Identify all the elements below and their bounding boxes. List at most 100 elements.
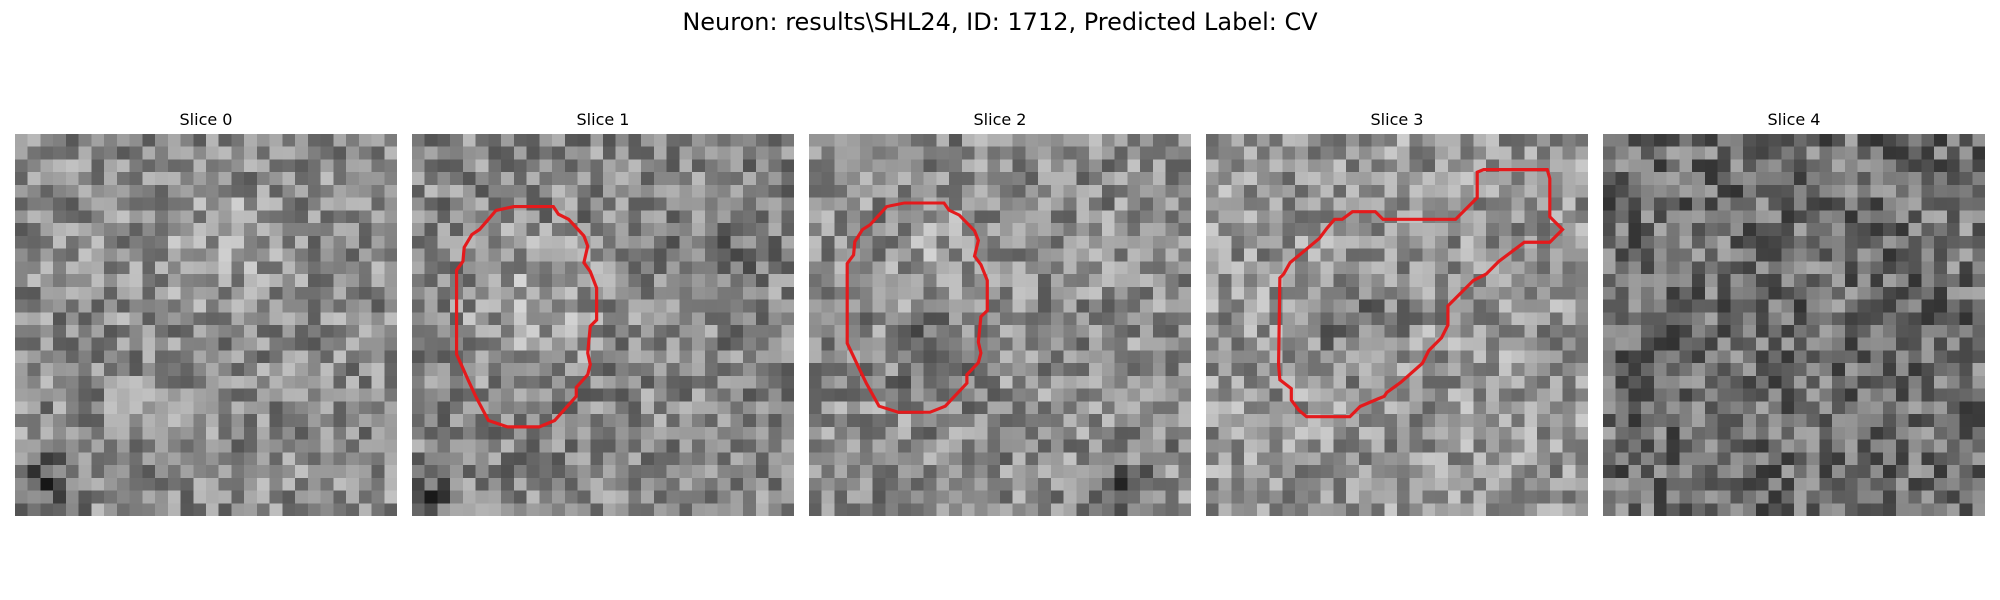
- image-pixel: [526, 350, 540, 364]
- image-pixel: [564, 172, 578, 186]
- image-pixel: [628, 299, 642, 313]
- image-pixel: [346, 490, 360, 504]
- image-pixel: [1781, 452, 1795, 466]
- image-pixel: [1114, 261, 1128, 275]
- image-pixel: [577, 159, 591, 173]
- image-pixel: [53, 172, 67, 186]
- image-pixel: [65, 388, 79, 402]
- image-pixel: [1603, 172, 1616, 186]
- image-pixel: [1295, 465, 1309, 479]
- image-pixel: [307, 248, 321, 262]
- image-pixel: [1781, 134, 1795, 147]
- image-pixel: [333, 248, 347, 262]
- image-pixel: [1101, 146, 1115, 160]
- image-pixel: [53, 363, 67, 377]
- image-pixel: [1934, 325, 1948, 338]
- image-pixel: [1397, 477, 1410, 491]
- image-pixel: [730, 274, 744, 288]
- image-pixel: [1498, 490, 1512, 504]
- image-pixel: [859, 363, 873, 377]
- image-pixel: [1666, 261, 1680, 275]
- image-pixel: [641, 312, 655, 326]
- image-pixel: [615, 197, 629, 211]
- image-pixel: [1165, 350, 1179, 364]
- image-pixel: [1460, 325, 1474, 338]
- image-pixel: [743, 401, 757, 415]
- image-pixel: [256, 388, 270, 402]
- image-pixel: [129, 375, 143, 389]
- image-pixel: [539, 477, 553, 491]
- image-pixel: [1679, 503, 1693, 516]
- image-pixel: [936, 184, 950, 198]
- image-pixel: [717, 248, 731, 262]
- image-pixel: [1615, 401, 1629, 415]
- image-pixel: [1883, 235, 1897, 249]
- image-pixel: [1755, 337, 1769, 351]
- image-pixel: [923, 465, 937, 479]
- image-pixel: [244, 490, 258, 504]
- image-pixel: [615, 426, 629, 440]
- image-pixel: [346, 312, 360, 326]
- image-pixel: [1768, 465, 1782, 479]
- image-pixel: [1384, 439, 1398, 453]
- image-pixel: [488, 223, 502, 237]
- image-pixel: [155, 503, 169, 516]
- image-pixel: [1473, 426, 1487, 440]
- image-pixel: [1089, 299, 1103, 313]
- image-pixel: [1076, 452, 1090, 466]
- image-pixel: [885, 325, 899, 338]
- image-pixel: [1050, 146, 1064, 160]
- image-pixel: [1895, 414, 1909, 428]
- image-pixel: [1231, 235, 1245, 249]
- image-pixel: [333, 503, 347, 516]
- image-pixel: [320, 350, 334, 364]
- image-pixel: [142, 439, 156, 453]
- image-pixel: [717, 388, 731, 402]
- image-pixel: [513, 184, 527, 198]
- image-pixel: [1653, 363, 1667, 377]
- image-pixel: [590, 477, 604, 491]
- image-pixel: [552, 363, 566, 377]
- image-pixel: [692, 426, 706, 440]
- image-pixel: [1498, 274, 1512, 288]
- image-pixel: [53, 134, 67, 147]
- image-pixel: [1269, 159, 1283, 173]
- image-pixel: [475, 146, 489, 160]
- image-pixel: [1615, 261, 1629, 275]
- image-pixel: [53, 210, 67, 224]
- image-pixel: [1358, 439, 1372, 453]
- image-pixel: [282, 312, 296, 326]
- image-pixel: [244, 363, 258, 377]
- image-pixel: [1934, 350, 1948, 364]
- image-pixel: [1333, 503, 1347, 516]
- image-pixel: [1730, 503, 1744, 516]
- image-pixel: [859, 235, 873, 249]
- image-pixel: [358, 210, 372, 224]
- image-pixel: [475, 350, 489, 364]
- image-pixel: [1768, 146, 1782, 160]
- image-pixel: [1295, 223, 1309, 237]
- image-pixel: [755, 401, 769, 415]
- image-pixel: [1447, 503, 1461, 516]
- image-pixel: [1371, 286, 1385, 300]
- slice-2-contour: [845, 201, 989, 414]
- image-pixel: [206, 172, 219, 186]
- image-pixel: [755, 274, 769, 288]
- image-pixel: [526, 146, 540, 160]
- image-pixel: [167, 503, 181, 516]
- image-pixel: [1256, 261, 1270, 275]
- image-pixel: [1666, 350, 1680, 364]
- image-pixel: [1231, 299, 1245, 313]
- image-pixel: [679, 134, 693, 147]
- image-pixel: [462, 350, 476, 364]
- image-pixel: [641, 490, 655, 504]
- image-pixel: [488, 159, 502, 173]
- image-pixel: [1152, 439, 1166, 453]
- image-pixel: [1486, 439, 1500, 453]
- image-pixel: [142, 465, 156, 479]
- image-pixel: [692, 452, 706, 466]
- image-pixel: [244, 134, 258, 147]
- slice-0-title: Slice 0: [179, 110, 233, 129]
- image-pixel: [1794, 325, 1807, 338]
- image-pixel: [717, 439, 731, 453]
